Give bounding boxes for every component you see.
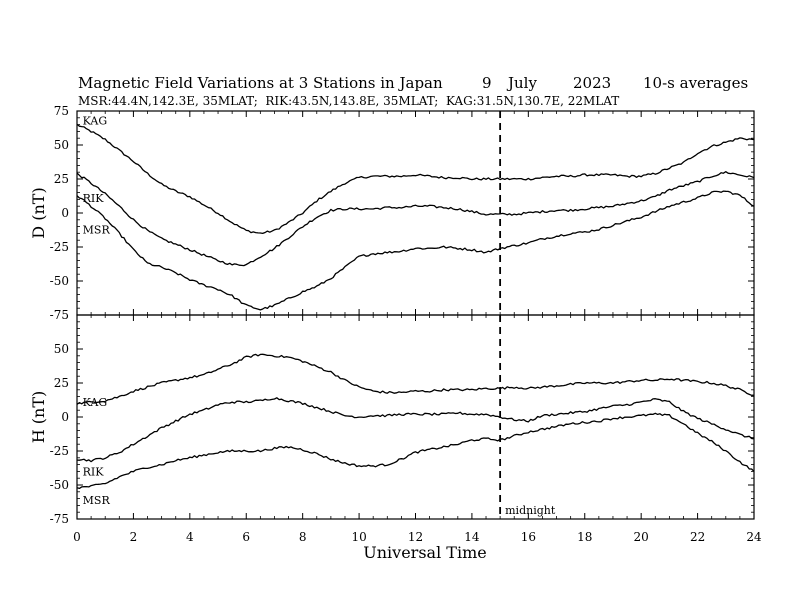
series-line-rik-panel-1 bbox=[76, 171, 755, 267]
date-month: July bbox=[506, 74, 537, 92]
series-label-rik: RIK bbox=[83, 192, 105, 205]
y-tick-label: -75 bbox=[50, 512, 69, 526]
series-label-msr: MSR bbox=[83, 494, 111, 507]
chart-title: Magnetic Field Variations at 3 Stations … bbox=[78, 74, 443, 92]
x-tick-label: 2 bbox=[130, 530, 138, 544]
y-tick-label: 75 bbox=[54, 104, 69, 118]
x-tick-label: 6 bbox=[242, 530, 250, 544]
y-tick-label: -25 bbox=[50, 240, 69, 254]
series-label-kag: KAG bbox=[83, 115, 108, 128]
series-line-rik-panel-2 bbox=[76, 397, 755, 463]
y-tick-label: 0 bbox=[61, 206, 69, 220]
plot-area: 75 50 25 0 -25 -50 -75 D (nT) KAG RIK MSR 50 25 0 -25 -… bbox=[29, 104, 762, 544]
y-tick-label: 50 bbox=[54, 342, 69, 356]
x-tick-label: 22 bbox=[690, 530, 705, 544]
y-tick-label: -25 bbox=[50, 444, 69, 458]
x-tick-label: 10 bbox=[351, 530, 366, 544]
x-tick-label: 12 bbox=[408, 530, 423, 544]
x-tick-label: 16 bbox=[521, 530, 536, 544]
series-line-kag-panel-1 bbox=[76, 123, 755, 235]
y-axis-label: D (nT) bbox=[29, 187, 48, 238]
y-tick-label: 25 bbox=[54, 172, 69, 186]
x-tick-label: 20 bbox=[634, 530, 649, 544]
y-tick-label: -50 bbox=[50, 478, 69, 492]
series-line-msr-panel-1 bbox=[76, 190, 755, 311]
series-line-msr-panel-2 bbox=[76, 412, 755, 490]
series-line-kag-panel-2 bbox=[76, 353, 755, 405]
date-year: 2023 bbox=[573, 74, 611, 92]
y-axis-label: H (nT) bbox=[29, 391, 48, 444]
series-label-kag: KAG bbox=[83, 396, 108, 409]
station-info: MSR:44.4N,142.3E, 35MLAT; RIK:43.5N,143.… bbox=[78, 94, 619, 108]
y-tick-label: 50 bbox=[54, 138, 69, 152]
y-tick-label: 0 bbox=[61, 410, 69, 424]
y-tick-label: -75 bbox=[50, 308, 69, 322]
panel-frame-1 bbox=[76, 110, 755, 316]
x-tick-label: 18 bbox=[577, 530, 592, 544]
x-tick-label: 4 bbox=[186, 530, 194, 544]
x-tick-label: 24 bbox=[746, 530, 762, 544]
x-tick-label: 14 bbox=[464, 530, 480, 544]
series-label-msr: MSR bbox=[83, 223, 111, 236]
averaging-label: 10-s averages bbox=[643, 74, 748, 92]
date-day: 9 bbox=[482, 74, 492, 92]
panel-frame-2 bbox=[76, 314, 755, 520]
x-axis-label: Universal Time bbox=[363, 543, 486, 562]
x-tick-label: 0 bbox=[73, 530, 81, 544]
y-tick-label: -50 bbox=[50, 274, 69, 288]
midnight-label: midnight bbox=[505, 504, 556, 517]
y-tick-label: 25 bbox=[54, 376, 69, 390]
x-tick-label: 8 bbox=[299, 530, 307, 544]
series-label-rik: RIK bbox=[83, 465, 105, 478]
